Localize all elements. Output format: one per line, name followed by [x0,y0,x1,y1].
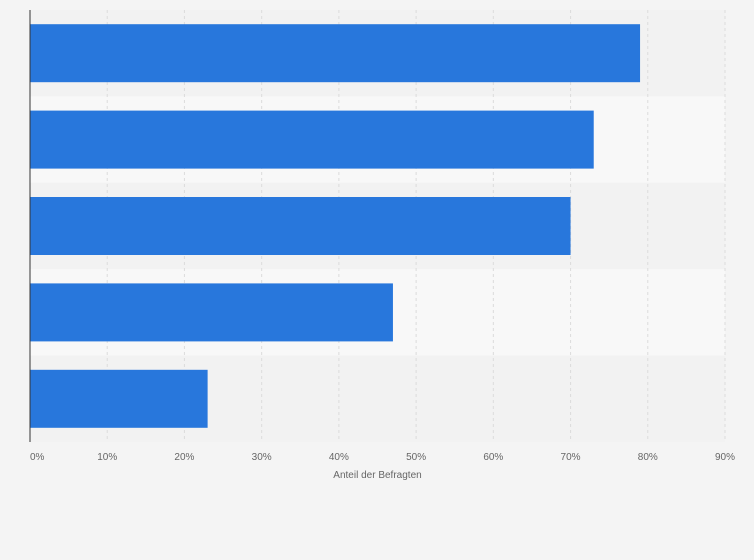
bar [30,369,208,428]
x-tick-label: 70% [561,452,581,463]
x-tick-label: 90% [715,452,735,463]
x-axis-ticks: 0% 10% 20% 30% 40% 50% 60% 70% 80% 90% [30,452,735,463]
bars [30,24,641,428]
x-tick-label: 60% [483,452,503,463]
bar [30,24,641,83]
x-tick-label: 40% [329,452,349,463]
x-tick-label: 80% [638,452,658,463]
x-tick-label: 0% [30,452,45,463]
x-tick-label: 30% [252,452,272,463]
bar [30,110,594,169]
x-tick-label: 50% [406,452,426,463]
x-axis-title: Anteil der Befragten [333,470,421,481]
x-tick-label: 10% [97,452,117,463]
bar [30,197,571,255]
bar [30,283,393,342]
x-tick-label: 20% [174,452,194,463]
